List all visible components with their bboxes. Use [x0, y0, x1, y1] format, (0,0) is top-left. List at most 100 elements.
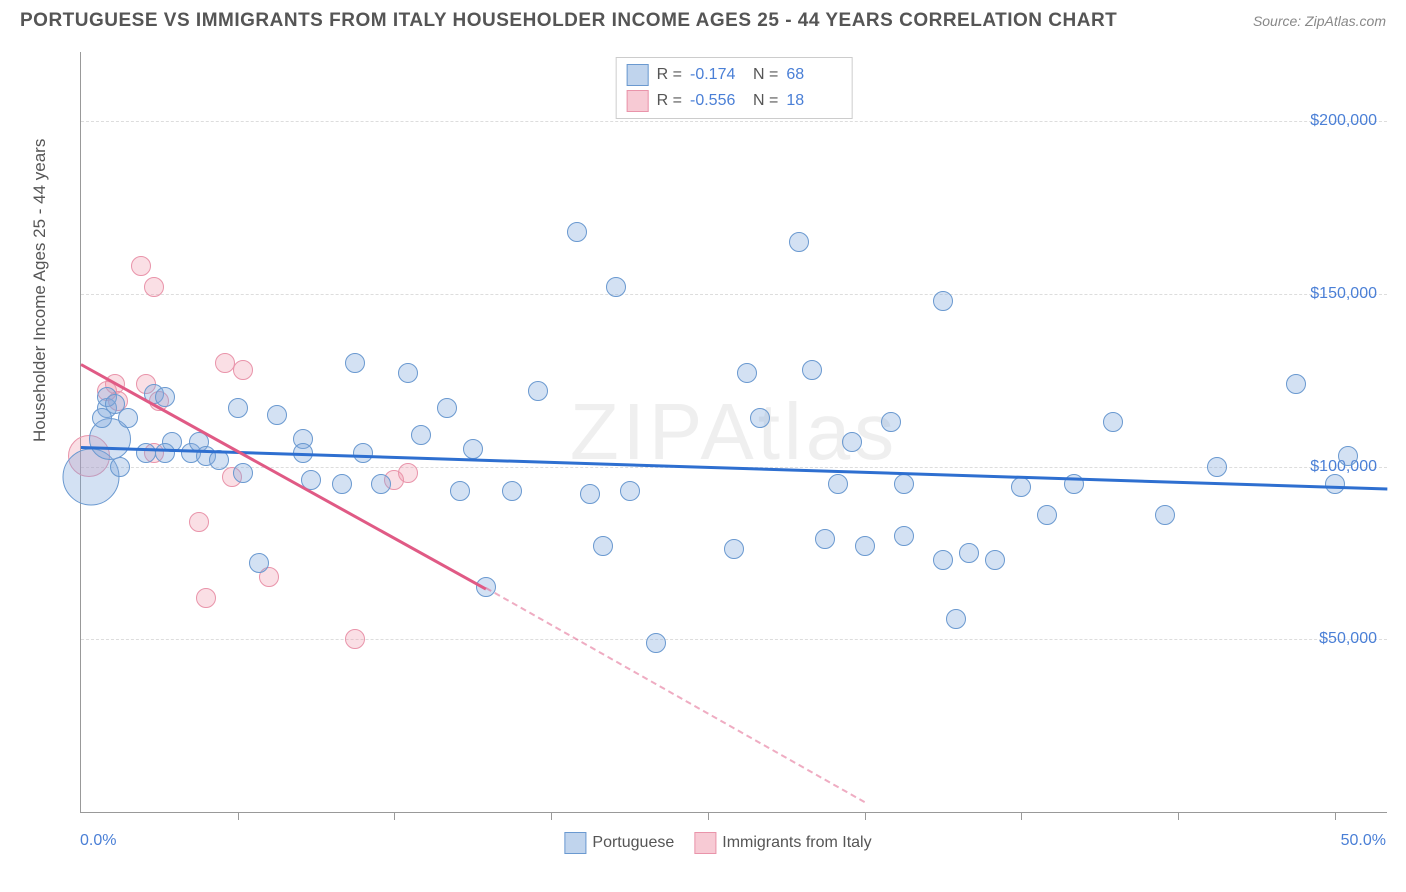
data-point-portuguese — [985, 550, 1005, 570]
data-point-portuguese — [1155, 505, 1175, 525]
data-point-portuguese — [894, 526, 914, 546]
data-point-portuguese — [881, 412, 901, 432]
swatch-blue-icon — [627, 64, 649, 86]
data-point-portuguese — [828, 474, 848, 494]
legend-swatch-blue-icon — [564, 832, 586, 854]
data-point-portuguese — [933, 291, 953, 311]
gridline — [81, 294, 1387, 295]
legend-label-2: Immigrants from Italy — [722, 834, 871, 852]
data-point-italy — [196, 588, 216, 608]
data-point-portuguese — [894, 474, 914, 494]
data-point-portuguese — [789, 232, 809, 252]
data-point-portuguese — [567, 222, 587, 242]
data-point-portuguese — [1207, 457, 1227, 477]
data-point-italy — [233, 360, 253, 380]
chart-title: PORTUGUESE VS IMMIGRANTS FROM ITALY HOUS… — [20, 10, 1117, 32]
swatch-pink-icon — [627, 90, 649, 112]
n-value-2: 18 — [786, 92, 841, 110]
data-point-portuguese — [750, 408, 770, 428]
data-point-italy — [398, 463, 418, 483]
x-axis-max-label: 50.0% — [1341, 832, 1386, 850]
bottom-legend: Portuguese Immigrants from Italy — [564, 832, 871, 854]
data-point-portuguese — [815, 529, 835, 549]
data-point-portuguese — [1325, 474, 1345, 494]
stats-row-pink: R = -0.556 N = 18 — [627, 88, 842, 114]
y-axis-label: Householder Income Ages 25 - 44 years — [30, 139, 50, 442]
data-point-portuguese — [398, 363, 418, 383]
data-point-portuguese — [959, 543, 979, 563]
data-point-portuguese — [646, 633, 666, 653]
r-label-1: R = — [657, 66, 682, 84]
plot-area: ZIPAtlas R = -0.174 N = 68 R = -0.556 N … — [80, 52, 1387, 813]
x-tick — [1335, 812, 1336, 820]
r-label-2: R = — [657, 92, 682, 110]
data-point-portuguese — [267, 405, 287, 425]
chart-header: PORTUGUESE VS IMMIGRANTS FROM ITALY HOUS… — [0, 0, 1406, 40]
data-point-portuguese — [855, 536, 875, 556]
data-point-portuguese — [593, 536, 613, 556]
data-point-portuguese — [371, 474, 391, 494]
data-point-portuguese — [411, 425, 431, 445]
gridline — [81, 121, 1387, 122]
r-value-2: -0.556 — [690, 92, 745, 110]
x-tick — [708, 812, 709, 820]
data-point-portuguese — [437, 398, 457, 418]
x-axis-min-label: 0.0% — [80, 832, 116, 850]
data-point-portuguese — [249, 553, 269, 573]
trendline-portuguese — [81, 446, 1387, 490]
data-point-portuguese — [580, 484, 600, 504]
legend-item-portuguese: Portuguese — [564, 832, 674, 854]
data-point-portuguese — [620, 481, 640, 501]
data-point-portuguese — [724, 539, 744, 559]
data-point-portuguese — [110, 457, 130, 477]
data-point-portuguese — [345, 353, 365, 373]
trendline-italy — [80, 363, 486, 590]
data-point-portuguese — [933, 550, 953, 570]
n-label-2: N = — [753, 92, 778, 110]
y-tick-label: $50,000 — [1319, 630, 1377, 648]
trendline-italy-extrapolated — [485, 588, 865, 804]
gridline — [81, 639, 1387, 640]
r-value-1: -0.174 — [690, 66, 745, 84]
data-point-portuguese — [233, 463, 253, 483]
data-point-portuguese — [332, 474, 352, 494]
data-point-portuguese — [463, 439, 483, 459]
data-point-portuguese — [155, 443, 175, 463]
data-point-portuguese — [737, 363, 757, 383]
data-point-italy — [189, 512, 209, 532]
x-tick — [1021, 812, 1022, 820]
data-point-portuguese — [353, 443, 373, 463]
data-point-portuguese — [502, 481, 522, 501]
n-value-1: 68 — [786, 66, 841, 84]
data-point-italy — [131, 256, 151, 276]
x-tick — [865, 812, 866, 820]
stats-legend-box: R = -0.174 N = 68 R = -0.556 N = 18 — [616, 57, 853, 119]
data-point-portuguese — [842, 432, 862, 452]
data-point-italy — [144, 277, 164, 297]
stats-row-blue: R = -0.174 N = 68 — [627, 62, 842, 88]
data-point-portuguese — [946, 609, 966, 629]
legend-swatch-pink-icon — [694, 832, 716, 854]
data-point-portuguese — [1286, 374, 1306, 394]
data-point-portuguese — [228, 398, 248, 418]
data-point-portuguese — [528, 381, 548, 401]
data-point-portuguese — [802, 360, 822, 380]
x-tick — [238, 812, 239, 820]
x-tick — [1178, 812, 1179, 820]
data-point-portuguese — [1103, 412, 1123, 432]
y-tick-label: $150,000 — [1310, 285, 1377, 303]
x-tick — [394, 812, 395, 820]
chart-container: Householder Income Ages 25 - 44 years ZI… — [50, 52, 1386, 852]
data-point-portuguese — [1037, 505, 1057, 525]
data-point-portuguese — [606, 277, 626, 297]
data-point-portuguese — [450, 481, 470, 501]
data-point-italy — [215, 353, 235, 373]
legend-label-1: Portuguese — [592, 834, 674, 852]
n-label-1: N = — [753, 66, 778, 84]
x-tick — [551, 812, 552, 820]
data-point-portuguese — [1338, 446, 1358, 466]
chart-source: Source: ZipAtlas.com — [1253, 13, 1386, 29]
data-point-portuguese — [118, 408, 138, 428]
y-tick-label: $200,000 — [1310, 112, 1377, 130]
data-point-portuguese — [1011, 477, 1031, 497]
